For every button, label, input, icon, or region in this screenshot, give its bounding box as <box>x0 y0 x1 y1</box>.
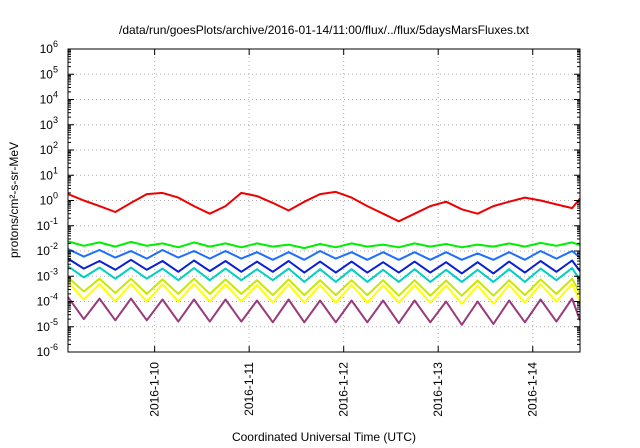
x-axis-ticks: 2016-1-10 2016-1-11 2016-1-12 2016-1-13 2016… <box>148 49 540 417</box>
chart-title: /data/run/goesPlots/archive/2016-01-14/1… <box>119 23 530 37</box>
x-tick-label: 2016-1-12 <box>337 362 351 417</box>
y-tick-label: 10-1 <box>37 216 58 233</box>
y-tick-label: 104 <box>40 90 58 107</box>
y-axis-ticks: 10-6 10-5 10-4 10-3 10-2 10-1 100 101 102 103 104 1… <box>37 39 580 359</box>
series-layer <box>67 190 581 326</box>
grid <box>68 49 580 352</box>
y-tick-label: 105 <box>40 64 58 81</box>
y-tick-label: 103 <box>40 115 58 132</box>
series-line-4 <box>67 257 581 275</box>
y-tick-label: 10-2 <box>37 241 58 258</box>
series-line-1 <box>67 190 581 223</box>
x-tick-label: 2016-1-14 <box>526 362 540 417</box>
y-tick-label: 10-4 <box>37 292 58 309</box>
y-tick-label: 10-3 <box>37 266 58 283</box>
x-tick-label: 2016-1-11 <box>242 362 256 416</box>
y-tick-label: 10-5 <box>37 317 58 334</box>
y-tick-label: 100 <box>40 191 58 208</box>
x-tick-label: 2016-1-10 <box>148 362 162 417</box>
series-line-7 <box>67 281 581 305</box>
y-axis-label: protons/cm²-s-sr-MeV <box>7 142 21 258</box>
series-line-3 <box>67 248 581 261</box>
x-axis-label: Coordinated Universal Time (UTC) <box>232 430 416 444</box>
series-line-5 <box>67 265 581 283</box>
y-tick-label: 106 <box>40 39 58 56</box>
series-line-6 <box>67 276 581 297</box>
x-tick-label: 2016-1-13 <box>431 362 445 417</box>
y-tick-label: 101 <box>40 165 58 182</box>
y-tick-label: 102 <box>40 140 58 157</box>
y-tick-label: 10-6 <box>37 342 58 359</box>
series-line-2 <box>67 240 581 250</box>
series-line-8 <box>67 296 581 326</box>
